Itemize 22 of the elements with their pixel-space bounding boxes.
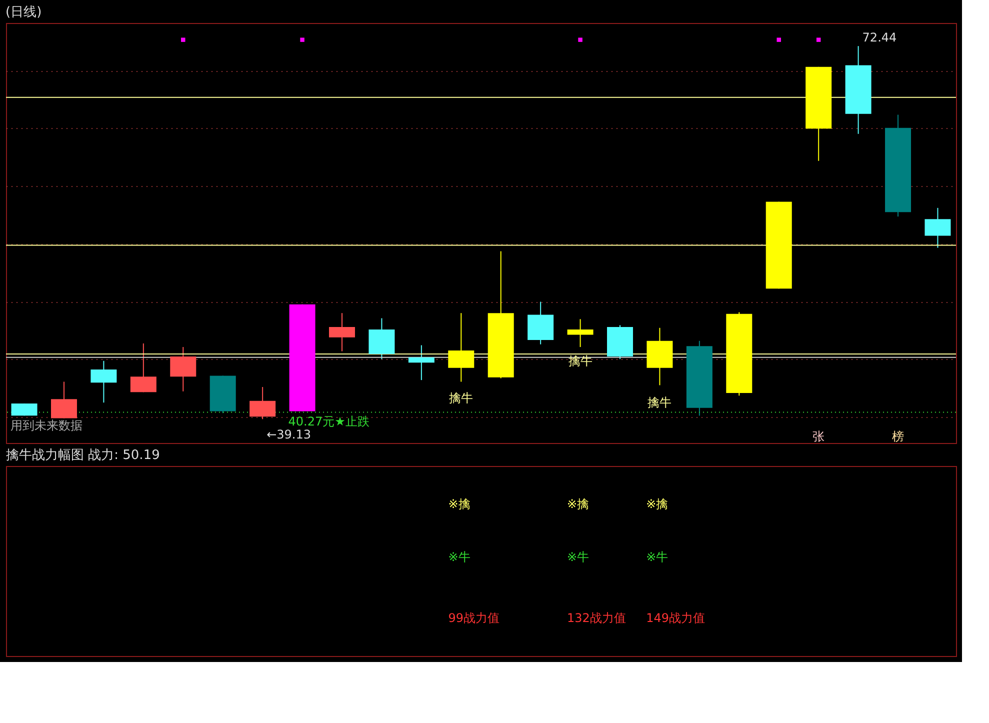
annotation: 擒牛	[648, 396, 672, 410]
annotation: 擒牛	[568, 354, 592, 368]
annotation: 张	[812, 429, 825, 444]
text: ※擒	[448, 497, 470, 511]
candlestick	[567, 318, 594, 348]
annotation: 擒牛	[449, 391, 474, 406]
text: 99战力值	[448, 611, 500, 625]
text: ※擒	[646, 497, 668, 511]
text: ※擒	[566, 497, 590, 511]
annotation: ←39.13	[266, 428, 311, 442]
annotation: 40.27元★止跌	[288, 414, 370, 429]
text: ※牛	[566, 550, 590, 564]
text: ※牛	[448, 550, 470, 564]
text: ※牛	[646, 550, 668, 564]
text: 149战力值	[646, 611, 706, 625]
text: 擒牛战力幅图 战力: 50.19	[6, 448, 160, 463]
candlestick	[408, 344, 434, 381]
text: 132战力值	[566, 611, 626, 625]
annotation: 用到未来数据	[10, 418, 82, 433]
annotation: 榜	[892, 429, 904, 444]
chart-title: (日线)	[6, 5, 42, 20]
annotation: 72.44	[862, 30, 897, 45]
